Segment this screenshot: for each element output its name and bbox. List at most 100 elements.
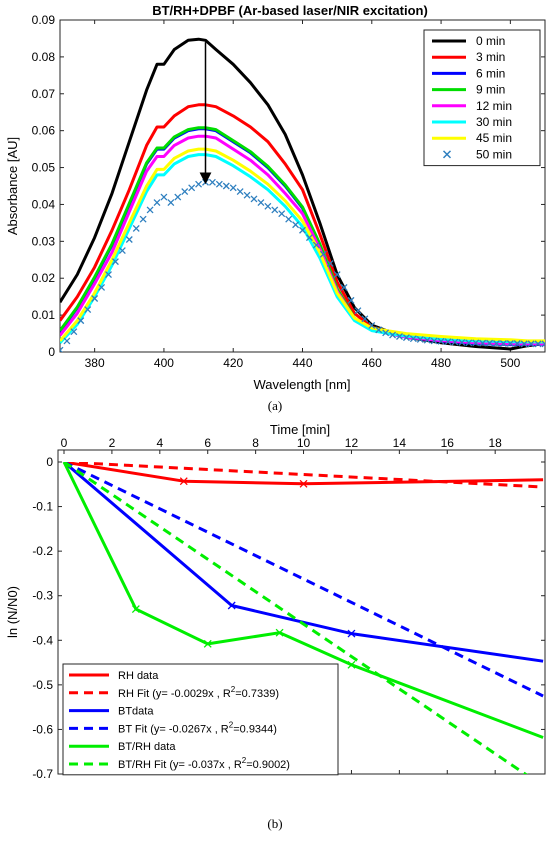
chart-a-legend-swatch <box>442 150 452 159</box>
chart-b-xtick-label: 18 <box>488 436 502 450</box>
chart-a-legend-label: 9 min <box>476 83 505 97</box>
chart-b-data-point <box>347 660 356 669</box>
chart-b-ytick-label: -0.2 <box>32 544 53 558</box>
chart-b-data-point <box>131 605 140 614</box>
chart-b-series-line-5 <box>63 462 528 774</box>
chart-a-point-50min <box>319 250 327 258</box>
chart-b-legend-box <box>62 663 339 776</box>
chart-a-xtick-label: 420 <box>223 356 243 370</box>
chart-a-point-50min <box>250 195 258 203</box>
chart-a-point-50min <box>305 234 313 242</box>
chart-a-point-50min <box>499 340 507 347</box>
chart-a-point-50min <box>271 206 279 214</box>
chart-a-point-50min <box>409 335 417 343</box>
chart-b-data-point <box>275 628 284 637</box>
chart-b-ytick-label: -0.4 <box>32 633 53 647</box>
chart-a-point-50min <box>292 221 300 229</box>
chart-a-ytick-label: 0.03 <box>32 234 56 248</box>
chart-a-point-50min <box>513 340 521 347</box>
chart-a-point-50min <box>111 258 119 266</box>
chart-b-legend-label-main: BTdata <box>118 706 154 718</box>
chart-a-point-50min <box>153 199 161 207</box>
chart-a-point-50min <box>243 191 251 199</box>
chart-a-point-50min <box>60 346 64 352</box>
chart-b-legend-label: RH Fit (y= -0.0029x , R2=0.7339) <box>118 685 279 700</box>
chart-b-ytick-label: -0.5 <box>32 678 53 692</box>
chart-a-point-50min <box>368 321 376 329</box>
chart-a-point-50min <box>382 329 390 337</box>
chart-b-legend-label-main: RH data <box>118 670 159 682</box>
chart-a-point-50min <box>534 340 542 348</box>
chart-b-data-point <box>347 629 356 638</box>
chart-a-point-50min <box>118 247 126 255</box>
chart-a-legend-label: 30 min <box>476 115 512 129</box>
chart-a-point-50min <box>77 317 85 325</box>
chart-b-series-line-0 <box>63 462 544 486</box>
chart-b-xtick-label: 0 <box>61 436 68 450</box>
chart-a-xtick-label: 500 <box>500 356 520 370</box>
chart-a-point-50min <box>375 326 383 334</box>
chart-b-data-point <box>179 477 188 486</box>
chart-b-xtick-label: 14 <box>393 436 407 450</box>
chart-b-ytick-label: -0.7 <box>32 767 53 781</box>
chart-a-xlabel: Wavelength [nm] <box>253 377 350 392</box>
chart-a-point-50min <box>444 338 452 346</box>
chart-a-point-50min <box>430 337 438 345</box>
chart-a-point-50min <box>326 260 334 267</box>
chart-b-legend-label-suffix: =0.9002) <box>246 759 290 771</box>
chart-b-ytick-label: 0 <box>46 455 53 469</box>
chart-a-point-50min <box>333 271 341 278</box>
chart-b-legend-label: BT/RH data <box>118 741 176 753</box>
chart-a-point-50min <box>396 333 403 340</box>
chart-b-ticks: 0 2 4 6 8 10 12 14 16 18 0 -0.1 -0.2 -0.3 -0.4 -0.5 -0.6… <box>32 436 545 781</box>
chart-a-point-50min <box>215 180 223 188</box>
chart-a-point-50min <box>188 184 196 192</box>
chart-a-point-50min <box>222 182 230 190</box>
chart-a-point-50min <box>520 340 528 348</box>
chart-a-point-50min <box>236 188 244 195</box>
chart-a-point-50min <box>458 338 466 346</box>
chart-a-xtick-label: 460 <box>362 356 382 370</box>
chart-a-point-50min <box>132 224 140 232</box>
chart-b-ylabel: ln (N/N0) <box>5 586 20 638</box>
chart-b-legend-label-suffix: =0.7339) <box>235 688 279 700</box>
chart-b-xtick-label: 6 <box>204 436 211 450</box>
chart-a-xtick-label: 400 <box>154 356 174 370</box>
chart-a-point-50min <box>229 184 237 192</box>
chart-a-point-50min <box>174 193 182 201</box>
chart-a-ytick-label: 0.07 <box>32 87 56 101</box>
chart-a-point-50min <box>167 199 175 207</box>
chart-b: Time [min] 0 2 4 6 8 10 12 14 16 18 0 -0.1 -0.2 -0.3 -… <box>5 422 546 831</box>
chart-b-legend-label-main: BT/RH Fit (y= -0.037x , R <box>118 759 242 771</box>
chart-a-ytick-label: 0.06 <box>32 124 56 138</box>
chart-b-ytick-label: -0.3 <box>32 589 53 603</box>
chart-a-point-50min <box>389 331 397 339</box>
chart-b-legend-label: BT/RH Fit (y= -0.037x , R2=0.9002) <box>118 756 290 771</box>
chart-a-point-50min <box>299 226 306 234</box>
chart-a-point-50min <box>84 306 92 314</box>
chart-b-legend-label-main: BT Fit (y= -0.0267x , R <box>118 723 229 735</box>
chart-a-point-50min <box>423 336 431 344</box>
chart-b-xtick-label: 8 <box>252 436 259 450</box>
chart-b-legend-label: BT Fit (y= -0.0267x , R2=0.9344) <box>118 720 277 735</box>
chart-a-ticks: 380 400 420 440 460 480 500 0 0.01 0.02 0.03 0.04 0.… <box>32 13 545 370</box>
chart-a-series-line-45min <box>60 147 545 343</box>
chart-b-xtick-label: 10 <box>297 436 311 450</box>
chart-b-xlabel: Time [min] <box>270 422 330 437</box>
chart-a-point-50min <box>125 236 133 243</box>
chart-a-legend-label: 12 min <box>476 99 512 113</box>
chart-a-series <box>60 37 545 352</box>
chart-a-point-50min <box>264 202 272 210</box>
chart-b-xtick-label: 16 <box>441 436 455 450</box>
caption-b: (b) <box>267 816 282 831</box>
chart-a-point-50min <box>312 241 320 249</box>
chart-a-ytick-label: 0.02 <box>32 271 56 285</box>
chart-a: BT/RH+DPBF (Ar-based laser/NIR excitatio… <box>5 3 546 413</box>
chart-a-title: BT/RH+DPBF (Ar-based laser/NIR excitatio… <box>152 3 428 18</box>
chart-b-series-line-1 <box>63 462 544 489</box>
chart-a-ytick-label: 0.04 <box>32 197 56 211</box>
chart-a-xtick-label: 480 <box>431 356 451 370</box>
chart-a-point-50min <box>139 215 147 223</box>
chart-b-legend-label: RH data <box>118 670 159 682</box>
